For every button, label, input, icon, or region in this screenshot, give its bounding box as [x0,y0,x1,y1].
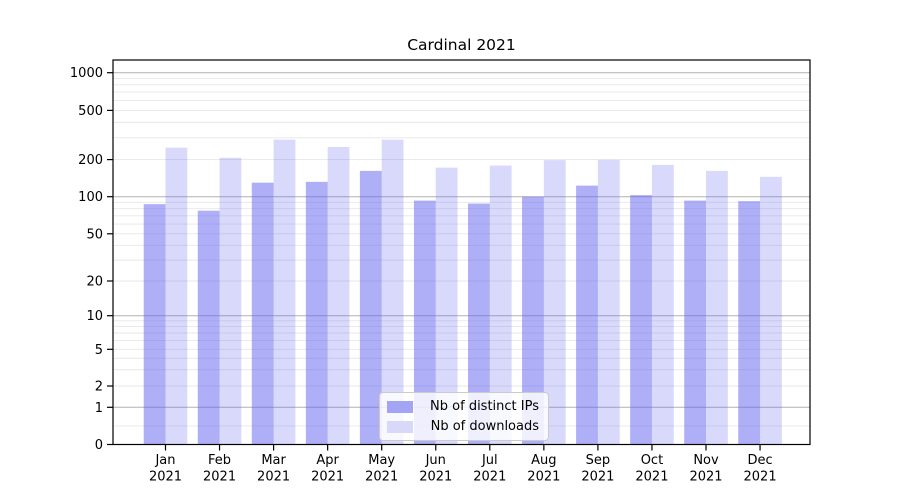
y-tick-label: 50 [86,227,103,242]
x-tick-label-year: 2021 [581,470,614,485]
y-tick-label: 1 [95,401,103,416]
bar-feb-ips [197,210,220,445]
legend-label-distinct-ips: Nb of distinct IPs [430,399,539,414]
bar-dec-ips [738,201,761,445]
x-tick-label-month: Jan [154,453,175,468]
plot-border [112,59,811,446]
bar-jul-ips [468,203,490,445]
bar-mar-downloads [273,139,296,445]
bar-sep-downloads [597,159,620,445]
x-tick-label-month: Dec [747,453,772,468]
bar-feb-downloads [219,157,242,445]
x-tick-label-month: Sep [586,453,611,468]
x-tick-label-year: 2021 [149,470,182,485]
y-tick-label: 20 [86,275,103,290]
bar-jun-ips [413,200,436,445]
x-tick-label-year: 2021 [689,470,722,485]
legend-swatch-distinct-ips [387,400,413,413]
legend-item-distinct-ips: Nb of distinct IPs [387,399,539,414]
y-tick-label: 5 [95,343,103,358]
y-tick-label: 1000 [70,66,103,81]
chart-title: Cardinal 2021 [407,36,516,54]
y-axis-ticks: 0 1 2 5 10 20 50 100 200 500 1000 [70,66,113,453]
x-tick-label-month: Aug [531,453,556,468]
bar-may-downloads [381,139,404,445]
bar-apr-downloads [327,146,350,445]
bars-downloads [165,139,782,445]
x-axis-ticks: Jan 2021 Feb 2021 Mar 2021 Apr 2021 May 2021 Jun 20… [149,444,777,485]
x-tick-label-month: Jun [425,453,446,468]
x-tick-label-year: 2021 [635,470,668,485]
bar-jan-downloads [165,147,188,445]
bar-aug-ips [522,196,544,445]
x-tick-label-month: Jul [481,453,498,468]
bar-aug-downloads [543,160,566,445]
x-tick-label-month: Mar [261,453,286,468]
x-tick-label-month: Feb [208,453,231,468]
x-tick-label-year: 2021 [311,470,344,485]
bar-jan-ips [143,204,166,445]
legend-item-downloads: Nb of downloads [387,419,539,434]
bar-nov-downloads [706,170,728,445]
y-tick-label: 500 [78,104,103,119]
bar-jun-downloads [435,167,458,445]
bar-may-ips [359,170,382,445]
bar-mar-ips [251,182,274,445]
bar-dec-downloads [760,176,782,445]
x-tick-label-year: 2021 [419,470,452,485]
bar-apr-ips [305,181,328,445]
bar-oct-ips [630,195,652,445]
x-tick-label-month: Oct [641,453,663,468]
y-tick-label: 200 [78,153,103,168]
y-tick-label: 0 [95,438,103,453]
x-tick-label-month: Apr [316,453,339,468]
bar-nov-ips [684,200,706,445]
x-tick-label-year: 2021 [203,470,236,485]
x-tick-label-year: 2021 [527,470,560,485]
y-tick-label: 10 [86,309,103,324]
x-tick-label-year: 2021 [365,470,398,485]
bar-jul-downloads [489,165,512,445]
legend-swatch-downloads [387,420,413,433]
x-tick-label-year: 2021 [473,470,506,485]
legend: Nb of distinct IPs Nb of downloads [379,392,549,441]
bars-distinct-ips [143,170,761,445]
bar-oct-downloads [651,164,674,445]
x-tick-label-year: 2021 [744,470,777,485]
x-tick-label-month: Nov [693,453,719,468]
x-tick-label-month: May [368,453,395,468]
bar-sep-ips [576,185,598,445]
y-tick-label: 2 [95,380,103,395]
x-tick-label-year: 2021 [257,470,290,485]
y-tick-label: 100 [78,190,103,205]
legend-label-downloads: Nb of downloads [430,419,539,434]
